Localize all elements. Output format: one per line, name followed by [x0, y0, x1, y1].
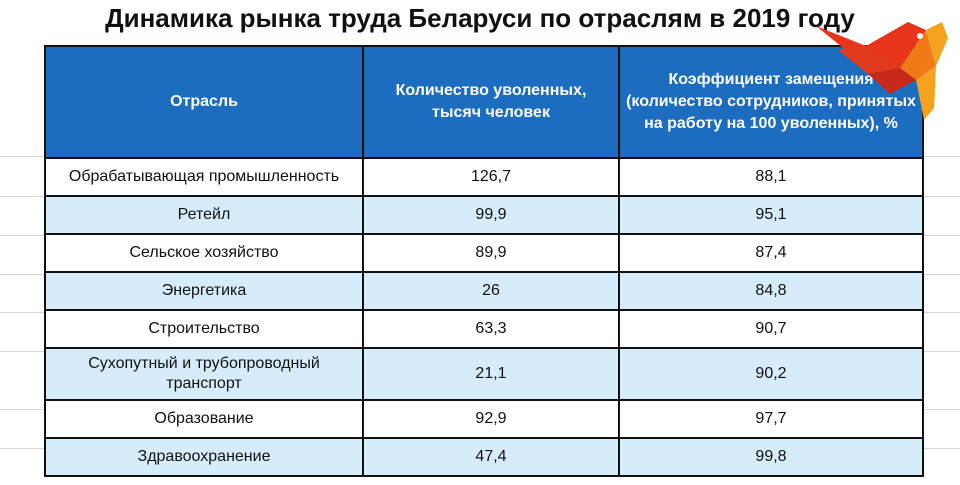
cell-industry: Строительство — [44, 309, 364, 349]
table-row: Сельское хозяйство 89,9 87,4 — [44, 233, 924, 273]
cell-industry: Сухопутный и трубопроводный транспорт — [44, 347, 364, 401]
cell-dismissed: 21,1 — [362, 347, 620, 401]
cell-replacement: 90,2 — [618, 347, 924, 401]
cell-industry: Сельское хозяйство — [44, 233, 364, 273]
cell-industry: Образование — [44, 399, 364, 439]
table-row: Ретейл 99,9 95,1 — [44, 195, 924, 235]
header-industry: Отрасль — [44, 45, 364, 159]
cell-replacement: 88,1 — [618, 157, 924, 197]
table-header-row: Отрасль Количество уволенных, тысяч чело… — [44, 45, 924, 159]
cell-replacement: 84,8 — [618, 271, 924, 311]
cell-dismissed: 99,9 — [362, 195, 620, 235]
labor-market-table: Отрасль Количество уволенных, тысяч чело… — [44, 45, 924, 477]
cell-industry: Ретейл — [44, 195, 364, 235]
cell-dismissed: 89,9 — [362, 233, 620, 273]
cell-replacement: 87,4 — [618, 233, 924, 273]
header-replacement: Коэффициент замещения (количество сотруд… — [618, 45, 924, 159]
cell-replacement: 90,7 — [618, 309, 924, 349]
cell-dismissed: 63,3 — [362, 309, 620, 349]
cell-dismissed: 26 — [362, 271, 620, 311]
header-dismissed: Количество уволенных, тысяч человек — [362, 45, 620, 159]
cell-industry: Здравоохранение — [44, 437, 364, 477]
cell-replacement: 95,1 — [618, 195, 924, 235]
cell-replacement: 97,7 — [618, 399, 924, 439]
cell-dismissed: 126,7 — [362, 157, 620, 197]
table-row: Энергетика 26 84,8 — [44, 271, 924, 311]
cell-replacement: 99,8 — [618, 437, 924, 477]
cell-dismissed: 47,4 — [362, 437, 620, 477]
table-row: Сухопутный и трубопроводный транспорт 21,… — [44, 347, 924, 401]
table-row: Здравоохранение 47,4 99,8 — [44, 437, 924, 477]
bird-logo-icon — [816, 22, 948, 120]
page-title: Динамика рынка труда Беларуси по отрасля… — [105, 3, 855, 33]
cell-dismissed: 92,9 — [362, 399, 620, 439]
table-row: Обрабатывающая промышленность 126,7 88,1 — [44, 157, 924, 197]
table-row: Образование 92,9 97,7 — [44, 399, 924, 439]
table-row: Строительство 63,3 90,7 — [44, 309, 924, 349]
cell-industry: Обрабатывающая промышленность — [44, 157, 364, 197]
cell-industry: Энергетика — [44, 271, 364, 311]
